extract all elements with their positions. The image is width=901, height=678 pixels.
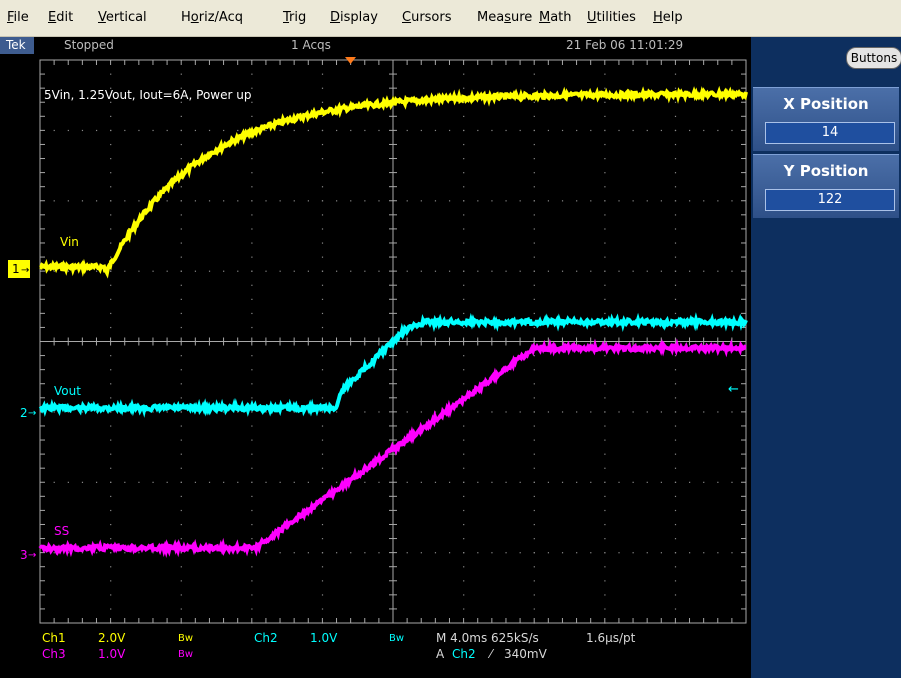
ch3-bandwidth-limit: Bw [178,649,194,660]
menu-bar: File Edit Vertical Horiz/Acq Trig Display Curs… [0,0,901,37]
x-position-control[interactable]: X Position 14 [753,87,899,151]
ch1-bandwidth-limit: Bw [178,633,194,644]
menu-cursors[interactable]: Cursors [402,10,452,25]
menu-edit[interactable]: Edit [48,10,74,25]
svg-text:→: → [28,408,36,419]
screen-annotation[interactable]: 5Vin, 1.25Vout, Iout=6A, Power up [44,88,251,102]
label-vin: Vin [60,235,79,249]
ch3-label[interactable]: Ch3 [42,647,66,661]
menu-measure[interactable]: Measure [477,10,533,25]
trigger-level[interactable]: 340mV [504,647,547,661]
menu-utilities[interactable]: Utilities [587,10,636,25]
graticule [39,59,747,624]
tek-logo: Tek [0,37,34,54]
menu-vertical[interactable]: Vertical [98,10,147,25]
y-position-label: Y Position [783,162,869,180]
vout-trace [38,312,748,418]
svg-text:→: → [21,265,29,276]
menu-trig[interactable]: Trig [283,10,307,25]
ch1-scale[interactable]: 2.0V [98,631,126,645]
ch3-scale[interactable]: 1.0V [98,647,126,661]
menu-help[interactable]: Help [653,10,683,25]
ch2-label[interactable]: Ch2 [254,631,278,645]
trigger-level-arrow-icon: ← [728,382,739,397]
label-ss: SS [54,524,69,538]
date-time: 21 Feb 06 11:01:29 [566,38,684,52]
ch2-marker-label: 2 [20,406,28,420]
ss-trace [38,338,747,558]
menu-math[interactable]: Math [539,10,572,25]
x-position-label: X Position [783,95,869,113]
trigger-prefix: A [436,647,445,661]
buttons-button[interactable]: Buttons [846,47,901,69]
channel-readout: Ch1 2.0V Bw Ch2 1.0V Bw M 4.0ms 625kS/s … [0,628,751,678]
trigger-slope-icon: ⁄ [490,647,493,661]
ch1-ground-marker[interactable]: 1 → [8,260,30,278]
label-vout: Vout [54,384,81,398]
ch2-bandwidth-limit: Bw [389,633,405,644]
acquisition-count: 1 Acqs [291,38,331,52]
waveform-display[interactable]: 1 → 2 → 3 → ← 5Vin, 1.25Vout, Iout=6A, P… [0,54,751,628]
trigger-position-marker [345,57,356,64]
y-position-control[interactable]: Y Position 122 [753,154,899,218]
ch1-label[interactable]: Ch1 [42,631,66,645]
ch1-marker-label: 1 [12,262,20,276]
ch3-ground-marker[interactable]: 3 → [20,548,36,562]
status-bar: Stopped 1 Acqs 21 Feb 06 11:01:29 [0,37,751,54]
timebase-readout[interactable]: M 4.0ms 625kS/s [436,631,539,645]
menu-horiz-acq[interactable]: Horiz/Acq [181,10,243,25]
sample-interval-readout: 1.6µs/pt [586,631,636,645]
vin-trace [39,85,748,279]
ch2-ground-marker[interactable]: 2 → [20,406,36,420]
ch2-scale[interactable]: 1.0V [310,631,338,645]
acquisition-state: Stopped [64,38,114,52]
ch3-marker-label: 3 [20,548,28,562]
svg-text:→: → [28,550,36,561]
trigger-source[interactable]: Ch2 [452,647,476,661]
y-position-input[interactable]: 122 [765,189,895,211]
x-position-input[interactable]: 14 [765,122,895,144]
menu-display[interactable]: Display [330,10,378,25]
menu-file[interactable]: File [7,10,29,25]
